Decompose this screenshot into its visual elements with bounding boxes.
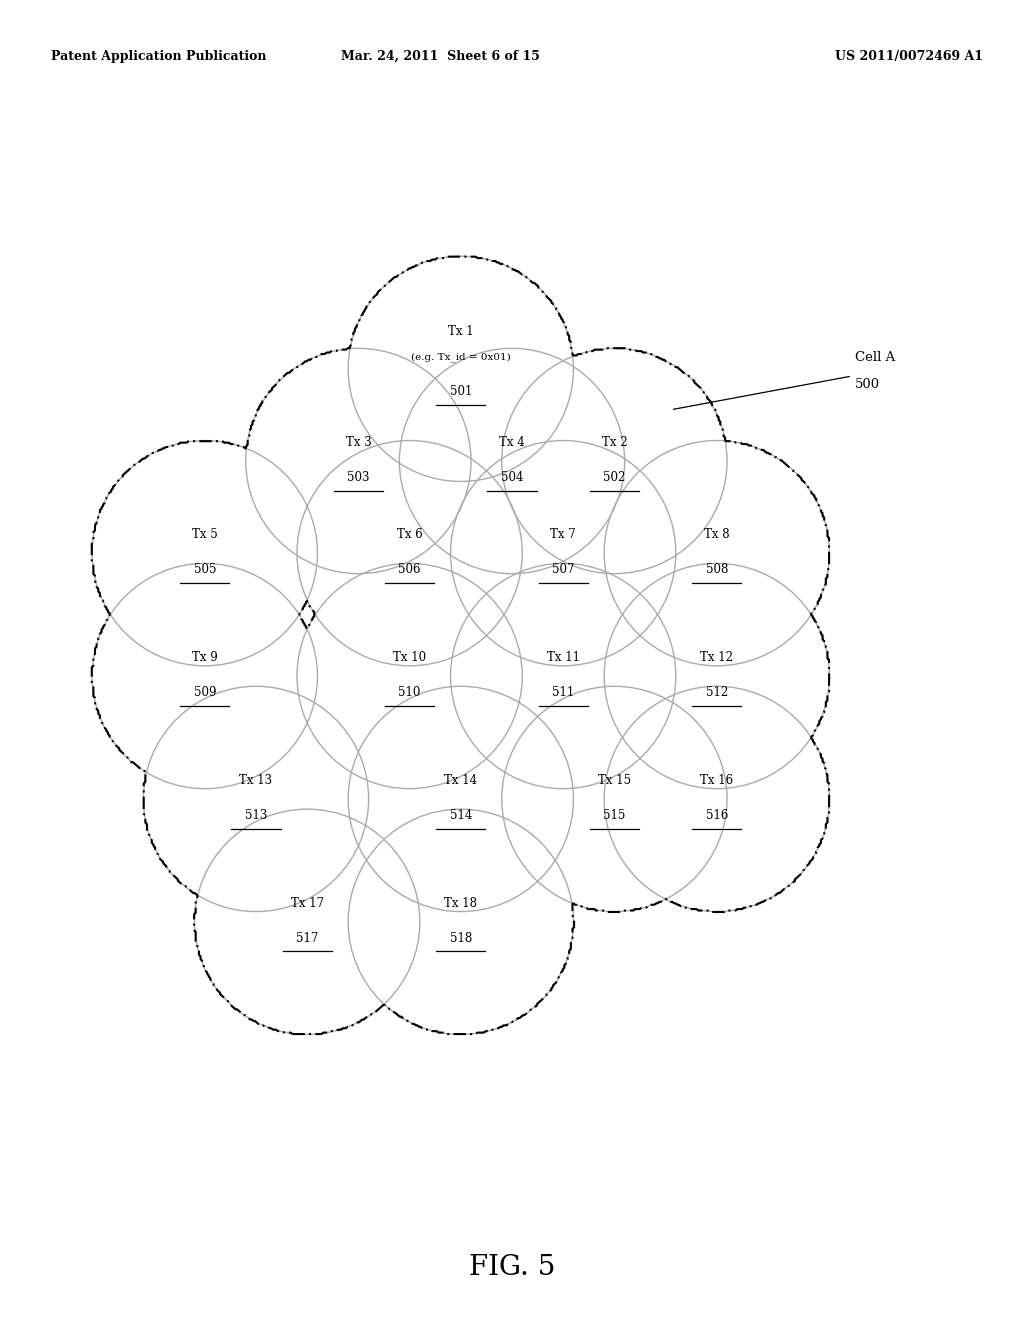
Text: 504: 504 [501,471,523,484]
Text: Tx 18: Tx 18 [444,896,477,909]
Text: Tx 11: Tx 11 [547,651,580,664]
Text: Tx 1: Tx 1 [447,325,474,338]
Text: Tx 6: Tx 6 [396,528,423,541]
Text: Tx 5: Tx 5 [191,528,218,541]
Text: 508: 508 [706,564,728,577]
Text: Tx 15: Tx 15 [598,774,631,787]
Text: 510: 510 [398,686,421,700]
Text: Tx 13: Tx 13 [240,774,272,787]
Text: Tx 16: Tx 16 [700,774,733,787]
Text: 511: 511 [552,686,574,700]
Text: Tx 3: Tx 3 [345,436,372,449]
Point [453,665,469,686]
Text: Tx 14: Tx 14 [444,774,477,787]
Text: 507: 507 [552,564,574,577]
Text: 506: 506 [398,564,421,577]
Text: Tx 2: Tx 2 [601,436,628,449]
Text: Tx 10: Tx 10 [393,651,426,664]
Text: 509: 509 [194,686,216,700]
Text: 512: 512 [706,686,728,700]
Text: US 2011/0072469 A1: US 2011/0072469 A1 [835,50,983,62]
Text: FIG. 5: FIG. 5 [469,1254,555,1280]
Text: Tx 8: Tx 8 [703,528,730,541]
Text: 514: 514 [450,809,472,822]
Text: 503: 503 [347,471,370,484]
Text: 515: 515 [603,809,626,822]
Text: Mar. 24, 2011  Sheet 6 of 15: Mar. 24, 2011 Sheet 6 of 15 [341,50,540,62]
Text: 500: 500 [855,379,881,391]
Text: Tx 17: Tx 17 [291,896,324,909]
Text: (e.g. Tx_id = 0x01): (e.g. Tx_id = 0x01) [411,352,511,362]
Text: 501: 501 [450,385,472,399]
Text: Tx 9: Tx 9 [191,651,218,664]
Text: Cell A: Cell A [855,351,895,364]
Text: Tx 7: Tx 7 [550,528,577,541]
Text: 516: 516 [706,809,728,822]
Text: 502: 502 [603,471,626,484]
Text: 517: 517 [296,932,318,945]
Text: 518: 518 [450,932,472,945]
Text: Tx 4: Tx 4 [499,436,525,449]
Text: Patent Application Publication: Patent Application Publication [51,50,266,62]
Text: 505: 505 [194,564,216,577]
Text: Tx 12: Tx 12 [700,651,733,664]
Text: 513: 513 [245,809,267,822]
